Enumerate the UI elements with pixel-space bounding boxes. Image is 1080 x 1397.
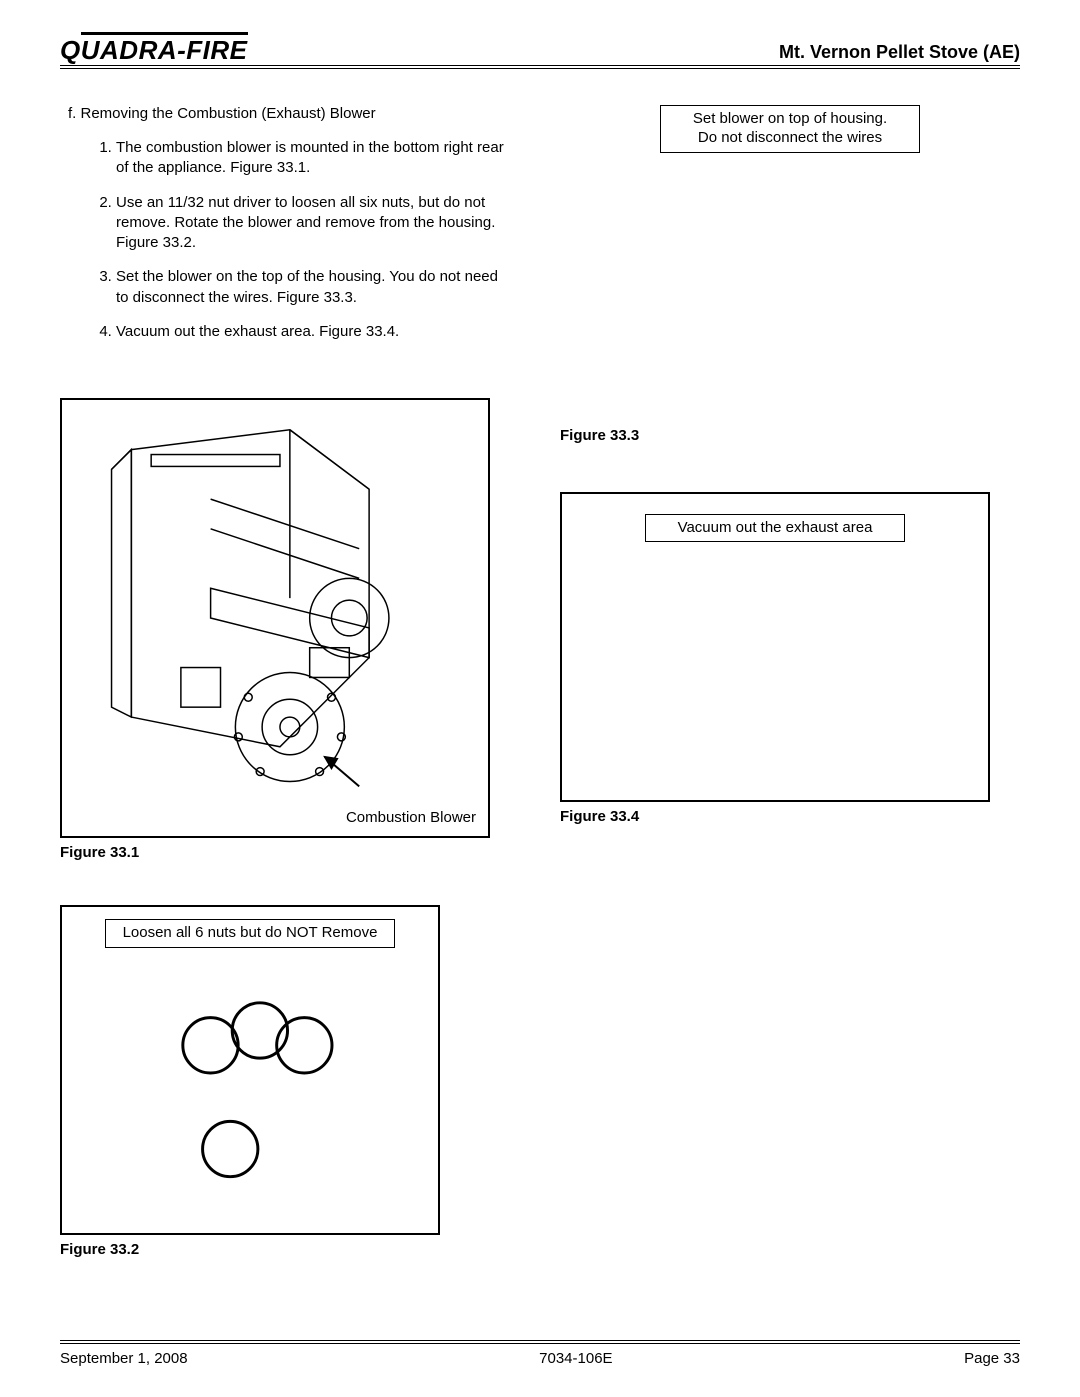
step-item: Use an 11/32 nut driver to loosen all si… bbox=[116, 193, 520, 254]
footer-page: Page 33 bbox=[964, 1350, 1020, 1367]
combustion-blower-label: Combustion Blower bbox=[346, 809, 476, 826]
step-item: The combustion blower is mounted in the … bbox=[116, 138, 520, 179]
figure-callout: Loosen all 6 nuts but do NOT Remove bbox=[105, 919, 395, 948]
footer-docnum: 7034-106E bbox=[539, 1350, 612, 1367]
figure-caption: Figure 33.1 bbox=[60, 844, 520, 861]
figure-33-4: Vacuum out the exhaust area bbox=[560, 492, 990, 802]
right-column: Set blower on top of housing. Do not dis… bbox=[560, 105, 1020, 1258]
nuts-drawing bbox=[62, 907, 438, 1233]
page-content: f. Removing the Combustion (Exhaust) Blo… bbox=[60, 105, 1020, 1258]
footer-date: September 1, 2008 bbox=[60, 1350, 188, 1367]
figure-caption: Figure 33.3 bbox=[560, 427, 1020, 444]
figure-caption: Figure 33.2 bbox=[60, 1241, 520, 1258]
callout-line: Do not disconnect the wires bbox=[669, 129, 911, 148]
brand-logo: QUADRA-FIRE bbox=[60, 32, 248, 63]
step-list: The combustion blower is mounted in the … bbox=[116, 138, 520, 342]
section-heading: f. Removing the Combustion (Exhaust) Blo… bbox=[68, 105, 520, 122]
step-item: Vacuum out the exhaust area. Figure 33.4… bbox=[116, 322, 520, 342]
figure-caption: Figure 33.4 bbox=[560, 808, 1020, 825]
figure-33-2: Loosen all 6 nuts but do NOT Remove bbox=[60, 905, 440, 1235]
figure-33-3-callout: Set blower on top of housing. Do not dis… bbox=[660, 105, 920, 153]
figure-callout: Vacuum out the exhaust area bbox=[645, 514, 905, 543]
page-header: QUADRA-FIRE Mt. Vernon Pellet Stove (AE) bbox=[60, 32, 1020, 69]
page-footer: September 1, 2008 7034-106E Page 33 bbox=[60, 1340, 1020, 1367]
figure-33-1: Combustion Blower bbox=[60, 398, 490, 838]
step-item: Set the blower on the top of the housing… bbox=[116, 267, 520, 308]
stove-drawing bbox=[62, 400, 488, 836]
left-column: f. Removing the Combustion (Exhaust) Blo… bbox=[60, 105, 520, 1258]
callout-line: Set blower on top of housing. bbox=[669, 110, 911, 129]
document-title: Mt. Vernon Pellet Stove (AE) bbox=[779, 42, 1020, 63]
